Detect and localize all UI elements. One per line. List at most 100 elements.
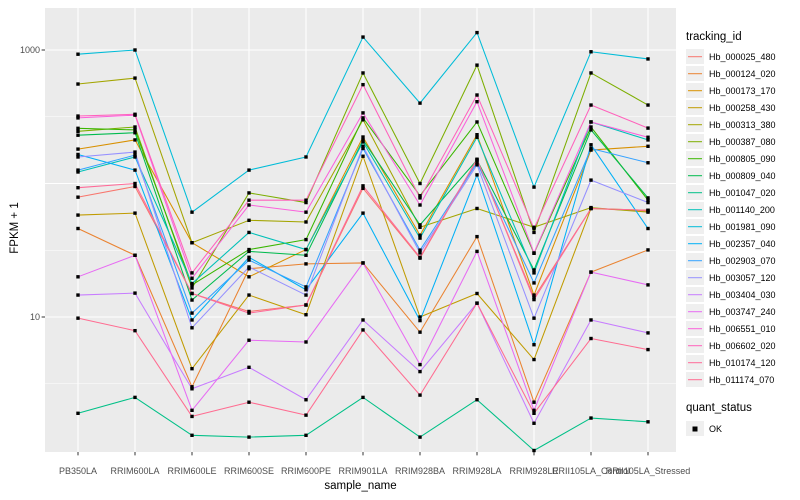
- data-point: [532, 293, 536, 297]
- data-point: [589, 103, 593, 107]
- legend-color-line: [688, 378, 702, 381]
- data-point: [247, 265, 251, 269]
- data-point: [646, 226, 650, 231]
- legend-key-swatch: [686, 134, 704, 149]
- legend-key-swatch: [686, 117, 704, 132]
- data-point: [247, 168, 251, 172]
- data-point: [247, 247, 251, 252]
- data-point: [133, 168, 137, 172]
- data-point: [133, 128, 137, 132]
- data-point: [304, 340, 308, 344]
- legend-key-swatch: [686, 168, 704, 183]
- data-point: [361, 184, 365, 188]
- data-point: [418, 236, 422, 240]
- data-point: [76, 155, 80, 159]
- data-point: [361, 318, 365, 322]
- legend-entry-label: Hb_000258_430: [709, 102, 776, 113]
- legend-entry: Hb_003057_120: [686, 269, 800, 286]
- data-point: [304, 198, 308, 202]
- data-point: [76, 411, 80, 415]
- data-point: [304, 313, 308, 317]
- data-point: [133, 291, 137, 295]
- data-point: [475, 99, 479, 104]
- data-point: [646, 135, 650, 139]
- data-point: [76, 82, 80, 86]
- data-point: [475, 133, 479, 137]
- data-point: [304, 433, 308, 437]
- data-point: [304, 293, 308, 297]
- legend-color-line: [688, 55, 702, 58]
- legend-entry-label: Hb_011174_070: [709, 374, 775, 385]
- data-point: [304, 210, 308, 214]
- data-point: [646, 210, 650, 214]
- data-point: [304, 237, 308, 242]
- legend-key-swatch: [686, 253, 704, 268]
- data-point: [304, 247, 308, 252]
- legend-key-swatch: [686, 321, 704, 336]
- data-point: [646, 138, 650, 142]
- x-tick-label: RRIM600PE: [281, 466, 331, 476]
- legend-entry-label: Hb_006551_010: [709, 323, 776, 334]
- legend-key-swatch: [686, 49, 704, 64]
- data-point: [418, 203, 422, 207]
- data-point: [646, 126, 650, 130]
- data-point: [418, 248, 422, 252]
- data-point: [247, 218, 251, 223]
- data-point: [247, 400, 251, 404]
- legend-entry-label: Hb_002357_040: [709, 238, 776, 249]
- legend-entry: Hb_003404_030: [686, 286, 800, 303]
- x-tick-label: RRIM928LA: [452, 466, 501, 476]
- legend-entry: Hb_001047_020: [686, 184, 800, 201]
- data-point: [532, 343, 536, 347]
- legend-entry-label: Hb_000173_170: [709, 85, 776, 96]
- data-point: [247, 365, 251, 369]
- data-point: [361, 146, 365, 151]
- data-point: [76, 116, 80, 120]
- data-point: [304, 413, 308, 417]
- data-point: [247, 249, 251, 254]
- legend-key-swatch: [686, 151, 704, 166]
- data-point: [247, 198, 251, 202]
- data-point: [361, 35, 365, 39]
- data-point: [418, 255, 422, 259]
- x-tick-label: RRIM901LA: [338, 466, 387, 476]
- legend-key-swatch: [686, 338, 704, 353]
- data-point: [361, 328, 365, 332]
- data-point: [247, 230, 251, 235]
- x-axis-title: sample_name: [324, 480, 397, 492]
- legend-entry-label: Hb_010174_120: [709, 357, 776, 368]
- data-point: [475, 206, 479, 211]
- data-point: [589, 71, 593, 75]
- legend-key-swatch: [686, 355, 704, 370]
- x-tick-label: RRII105LA_Stressed: [606, 466, 691, 476]
- data-point: [532, 230, 536, 235]
- legend-entry-label: Hb_000809_040: [709, 170, 776, 181]
- y-tick-label: 1000: [20, 45, 40, 55]
- data-point: [247, 191, 251, 195]
- data-point: [532, 411, 536, 415]
- legend-color-line: [688, 72, 702, 75]
- legend-entry: Hb_002903_070: [686, 252, 800, 269]
- x-tick-label: RRIM928LE: [509, 466, 558, 476]
- legend-entry: Hb_000387_080: [686, 133, 800, 150]
- data-point: [532, 251, 536, 255]
- data-point: [532, 281, 536, 285]
- data-point: [589, 206, 593, 211]
- data-point: [646, 196, 650, 200]
- legend-key-swatch: [686, 66, 704, 81]
- data-point: [361, 82, 365, 87]
- data-point: [418, 194, 422, 198]
- legend-key-swatch: [686, 236, 704, 251]
- legend-entry: Hb_000025_480: [686, 48, 800, 65]
- data-point: [418, 315, 422, 319]
- data-point: [190, 318, 194, 322]
- data-point: [646, 208, 650, 212]
- data-point: [247, 255, 251, 259]
- data-point: [190, 408, 194, 413]
- data-point: [190, 298, 194, 302]
- data-point: [190, 286, 194, 290]
- legend-entry: Hb_000173_170: [686, 82, 800, 99]
- data-point: [418, 223, 422, 227]
- data-point: [532, 400, 536, 404]
